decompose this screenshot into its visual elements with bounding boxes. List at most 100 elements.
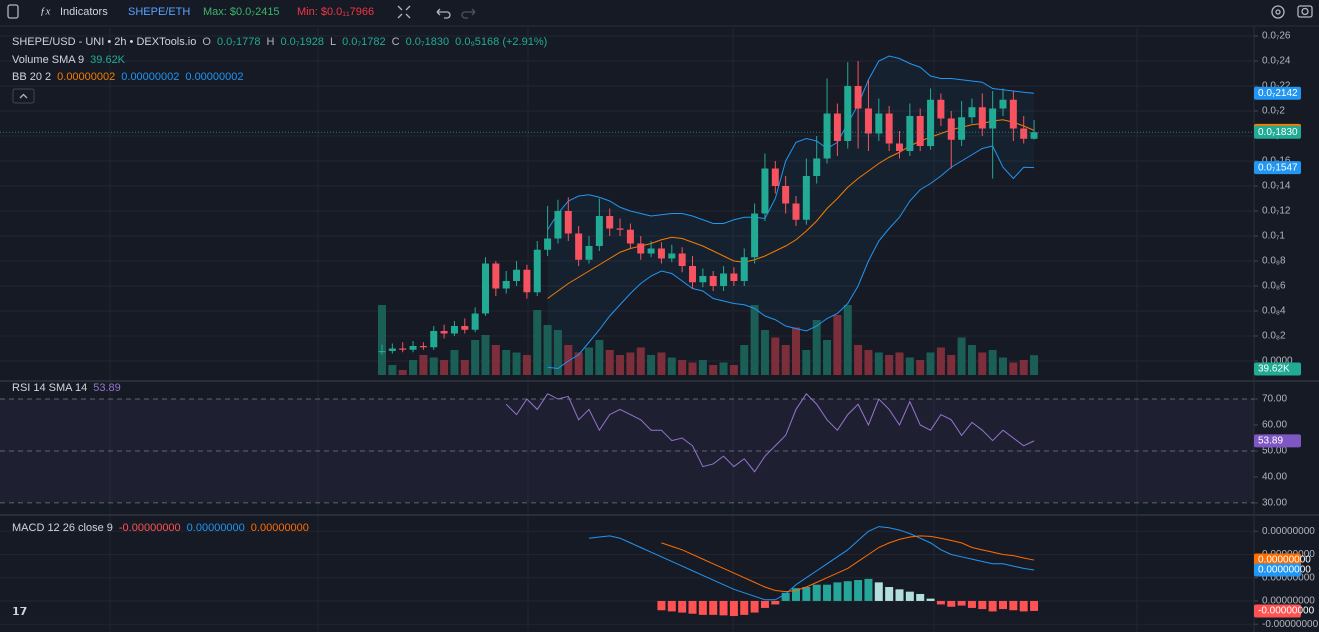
legend-text: 0.00000002 [121, 71, 179, 83]
y-tick-label: 0.00000000 [1262, 596, 1315, 607]
volume-bar [719, 362, 728, 375]
price-tag [1254, 434, 1301, 448]
macd-histogram-bar [802, 587, 811, 601]
volume-bar [812, 320, 821, 375]
y-tick-label: 0.0₇24 [1262, 56, 1291, 67]
candle-body [554, 211, 562, 239]
legend-text: C [392, 36, 400, 48]
legend-text: 39.62K [90, 54, 126, 66]
macd-histogram-bar [719, 600, 728, 616]
candle-body [606, 216, 614, 229]
candle-body [792, 203, 800, 220]
price-tag [1254, 362, 1301, 376]
macd-histogram-bar [823, 584, 832, 601]
undo-icon[interactable] [436, 8, 451, 19]
candle-body [927, 99, 935, 146]
candle-body [854, 86, 862, 109]
candle-body [523, 269, 531, 293]
volume-bar [574, 352, 583, 375]
candle-body [689, 266, 696, 283]
volume-bar [450, 350, 459, 375]
macd-histogram-bar [760, 600, 769, 608]
candle-body [802, 176, 810, 220]
macd-histogram-bar [698, 600, 707, 615]
screenshot-icon[interactable] [1297, 5, 1313, 18]
indicators-button[interactable]: Indicators [60, 6, 108, 18]
y-tick-label: 0.0₇1 [1262, 231, 1285, 242]
candle-body [440, 331, 448, 334]
volume-bar [864, 350, 873, 375]
volume-bar [988, 350, 997, 375]
macd-histogram-bar [916, 593, 925, 601]
volume-bar [471, 340, 480, 375]
volume-bar [1030, 355, 1039, 375]
candle-body [968, 107, 976, 118]
candle-body [709, 276, 717, 286]
volume-bar [999, 357, 1007, 375]
macd-histogram-bar [833, 582, 842, 601]
legend-text: L [330, 36, 336, 48]
candle-body [388, 348, 396, 351]
candle-body [958, 117, 966, 140]
volume-bar [585, 347, 593, 375]
price-tag [1254, 553, 1301, 567]
candle-body [720, 273, 728, 286]
legend-text: MACD 12 26 close 9 [12, 522, 113, 534]
volume-bar [957, 337, 966, 375]
volume-bar [564, 345, 573, 375]
screenshot-lens [1301, 7, 1309, 16]
y-tick-label: 0.0₈6 [1262, 281, 1286, 292]
volume-bar [1009, 362, 1018, 375]
max-price: Max: $0.0₇2415 [203, 6, 280, 18]
volume-bar [440, 360, 449, 375]
volume-bar [843, 305, 852, 375]
bars-icon[interactable] [7, 4, 19, 19]
macd-line [661, 535, 1035, 593]
fx-icon[interactable]: ƒx [40, 6, 51, 18]
volume-bar [936, 347, 945, 375]
volume-bar [491, 345, 500, 375]
candle-body [699, 276, 707, 283]
toolbar: ƒx Indicators SHEPE/ETH Max: $0.0₇2415 M… [7, 4, 1313, 19]
volume-bar [616, 355, 625, 375]
macd-histogram-bar [999, 600, 1007, 610]
volume-bar [760, 330, 769, 375]
volume-bar [398, 370, 407, 375]
volume-bar [895, 352, 904, 375]
volume-bar [916, 360, 925, 375]
price-tag-label: -0.00000000 [1258, 606, 1315, 617]
macd-histogram-bar [988, 600, 997, 612]
macd-line [588, 526, 1035, 601]
macd-histogram-bar [771, 600, 780, 605]
candle-body [533, 249, 541, 293]
legend-text: O [202, 36, 211, 48]
pair-button[interactable]: SHEPE/ETH [128, 6, 190, 18]
macd-histogram-bar [1009, 600, 1018, 611]
macd-histogram-bar [978, 600, 987, 610]
collapse-icon [19, 93, 28, 99]
rsi-line [505, 393, 1035, 473]
candle-body [430, 331, 438, 348]
volume-bar [833, 315, 842, 375]
y-tick-label: 0.0₇2 [1262, 106, 1285, 117]
fullscreen-icon[interactable] [397, 5, 411, 19]
y-tick-label: 70.00 [1262, 394, 1287, 405]
volume-bar [626, 352, 635, 375]
candle-body [823, 113, 831, 159]
y-tick-label: 0.0₈2 [1262, 331, 1286, 342]
y-tick-label: -0.00000000 [1262, 619, 1319, 630]
candle-body [378, 351, 386, 353]
price-tag-label: 39.62K [1258, 364, 1290, 375]
candle-body [513, 269, 521, 281]
settings-icon[interactable] [1271, 5, 1285, 19]
candle-body [896, 143, 903, 151]
macd-histogram-bar [657, 600, 666, 611]
collapse-button[interactable] [12, 88, 35, 104]
volume-bar [543, 325, 552, 375]
volume-bar [409, 360, 418, 375]
volume-bar [854, 345, 863, 375]
candle-body [1020, 128, 1028, 139]
candle-body [657, 248, 665, 259]
redo-icon[interactable] [461, 8, 476, 19]
candle-body [906, 116, 914, 151]
